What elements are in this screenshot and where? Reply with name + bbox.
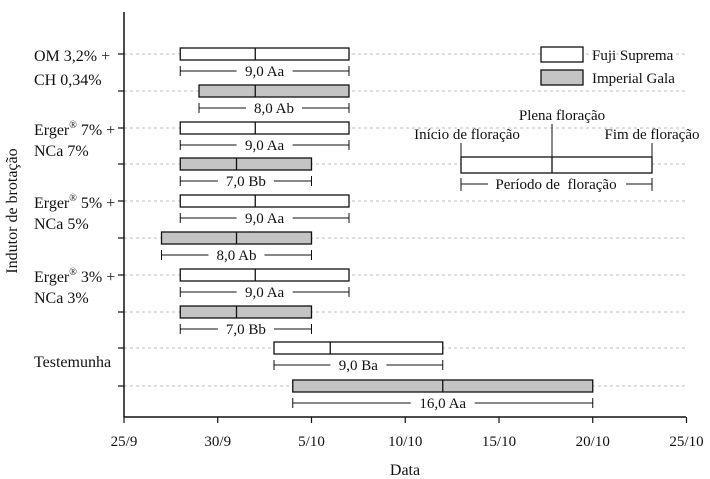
bar-label-background [236,137,293,153]
bar-label-background [246,100,302,116]
bar-gala [198,84,350,98]
bar-value-label: 9,0 Aa [245,211,285,227]
flowering-key: Plena floração Início de floração Fim de… [414,108,699,193]
x-tick-label: 25/10 [669,434,703,450]
legend-swatch-fuji [540,46,584,63]
bar-value-label: 7,0 Bb [226,322,266,338]
y-category-label: OM 3,2% + [34,48,110,65]
y-category-label: NCa 7% [34,143,89,160]
x-tick-label: 15/10 [482,434,516,450]
y-category-label: Testemunha [34,354,111,371]
bar-gala [179,157,313,171]
bar-value-label: 8,0 Ab [216,248,256,264]
y-category-label: Erger® 3% + [34,267,115,286]
x-tick-label: 20/10 [576,434,610,450]
bar-label-background [208,247,265,263]
bar-value-label: 7,0 Bb [226,174,266,190]
bar-value-label: 16,0 Aa [419,396,466,412]
bar-value-label: 8,0 Ab [254,101,294,117]
bar-label-background [236,210,293,226]
bar-fuji [179,121,350,135]
bar-value-label: 9,0 Ba [339,358,379,374]
bar-label-background [330,357,387,373]
key-peak-label: Plena floração [519,108,605,124]
y-category-label: Erger® 7% + [34,120,115,139]
key-bar [460,156,653,174]
x-axis-label: Data [390,462,420,479]
x-axis-ticks: 25/9 30/9 5/10 10/10 15/10 20/10 25/10 [111,417,704,450]
bar-value-label: 9,0 Aa [245,285,285,301]
x-tick-label: 10/10 [388,434,422,450]
legend-swatch-gala [540,69,584,86]
key-period-label: Período de floração [495,177,616,193]
bar-value-label: 9,0 Aa [245,64,285,80]
bar-label-background [217,173,274,189]
x-tick-label: 5/10 [298,434,325,450]
legend-label-gala: Imperial Gala [592,71,675,87]
bar-label-background [236,284,293,300]
key-period-label-bg [488,176,626,192]
bar-label-background [217,321,274,337]
y-category-label: NCa 5% [34,216,89,233]
y-category-label: Erger® 5% + [34,193,115,212]
bar-gala [179,305,313,319]
bar-fuji [179,47,350,61]
x-tick-label: 25/9 [111,434,138,450]
grid-lines [118,53,686,387]
key-end-label: Fim de floração [605,127,700,143]
legend-label-fuji: Fuji Suprema [592,48,674,64]
legend: Fuji Suprema Imperial Gala [540,46,675,87]
bar-fuji [179,268,350,282]
bars: 9,0 Aa 8,0 Ab 9,0 Aa 7,0 Bb 9,0 Aa 8,0 Ab 9,0 … [160,47,594,412]
y-axis-label: Indutor de brotação [4,148,21,273]
y-category-label: NCa 3% [34,290,89,307]
key-start-label: Início de floração [414,127,520,143]
bar-fuji [273,341,444,355]
bar-value-label: 9,0 Aa [245,138,285,154]
y-category-label: CH 0,34% [34,72,102,89]
y-axis-category-labels: OM 3,2% + CH 0,34% Erger® 7% + NCa 7% Erger®… [34,48,115,371]
bar-fuji [179,194,350,208]
bar-label-background [410,395,475,411]
bar-label-background [236,63,293,79]
x-tick-label: 30/9 [204,434,231,450]
